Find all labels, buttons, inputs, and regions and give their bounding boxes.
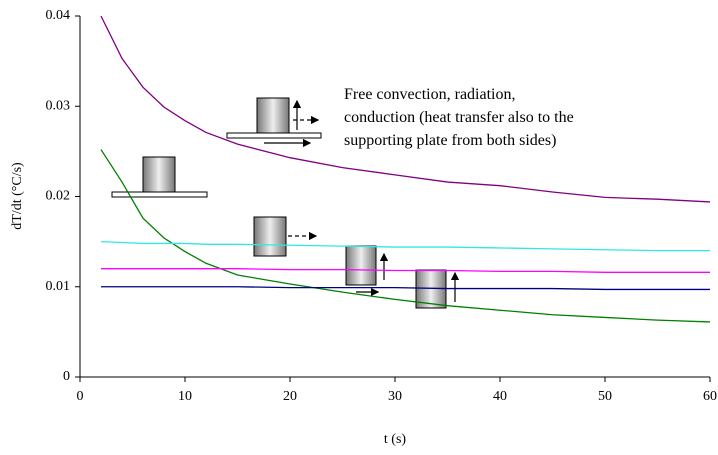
annotation: conduction (heat transfer also to the xyxy=(344,109,574,126)
series-line xyxy=(100,240,710,252)
x-tick-label: 20 xyxy=(283,389,297,404)
y-tick-label: 0.02 xyxy=(46,189,71,204)
series-line xyxy=(100,149,711,323)
plate xyxy=(111,191,208,198)
series-line xyxy=(101,286,710,291)
y-tick-label: 0.04 xyxy=(46,8,71,23)
x-tick-label: 0 xyxy=(77,389,84,404)
x-tick-label: 60 xyxy=(703,389,717,404)
plate xyxy=(226,132,322,139)
series-line xyxy=(101,268,710,273)
x-tick-label: 30 xyxy=(388,389,402,404)
x-tick-label: 50 xyxy=(598,389,612,404)
series-line xyxy=(100,15,711,203)
y-tick-label: 0.01 xyxy=(46,279,71,294)
y-tick-label: 0 xyxy=(63,369,70,384)
icons xyxy=(111,97,460,309)
cylinder xyxy=(142,156,176,193)
annotation: supporting plate from both sides) xyxy=(344,132,556,149)
x-axis-label: t (s) xyxy=(384,432,407,447)
y-axis-label: dT/dt (°C/s) xyxy=(10,162,25,230)
x-tick-label: 40 xyxy=(493,389,507,404)
annotation: Free convection, radiation, xyxy=(344,86,516,103)
cylinder xyxy=(253,216,287,257)
cylinder xyxy=(345,245,377,286)
cylinder xyxy=(256,97,290,134)
x-tick-label: 10 xyxy=(178,389,192,404)
y-tick-label: 0.03 xyxy=(46,98,71,113)
